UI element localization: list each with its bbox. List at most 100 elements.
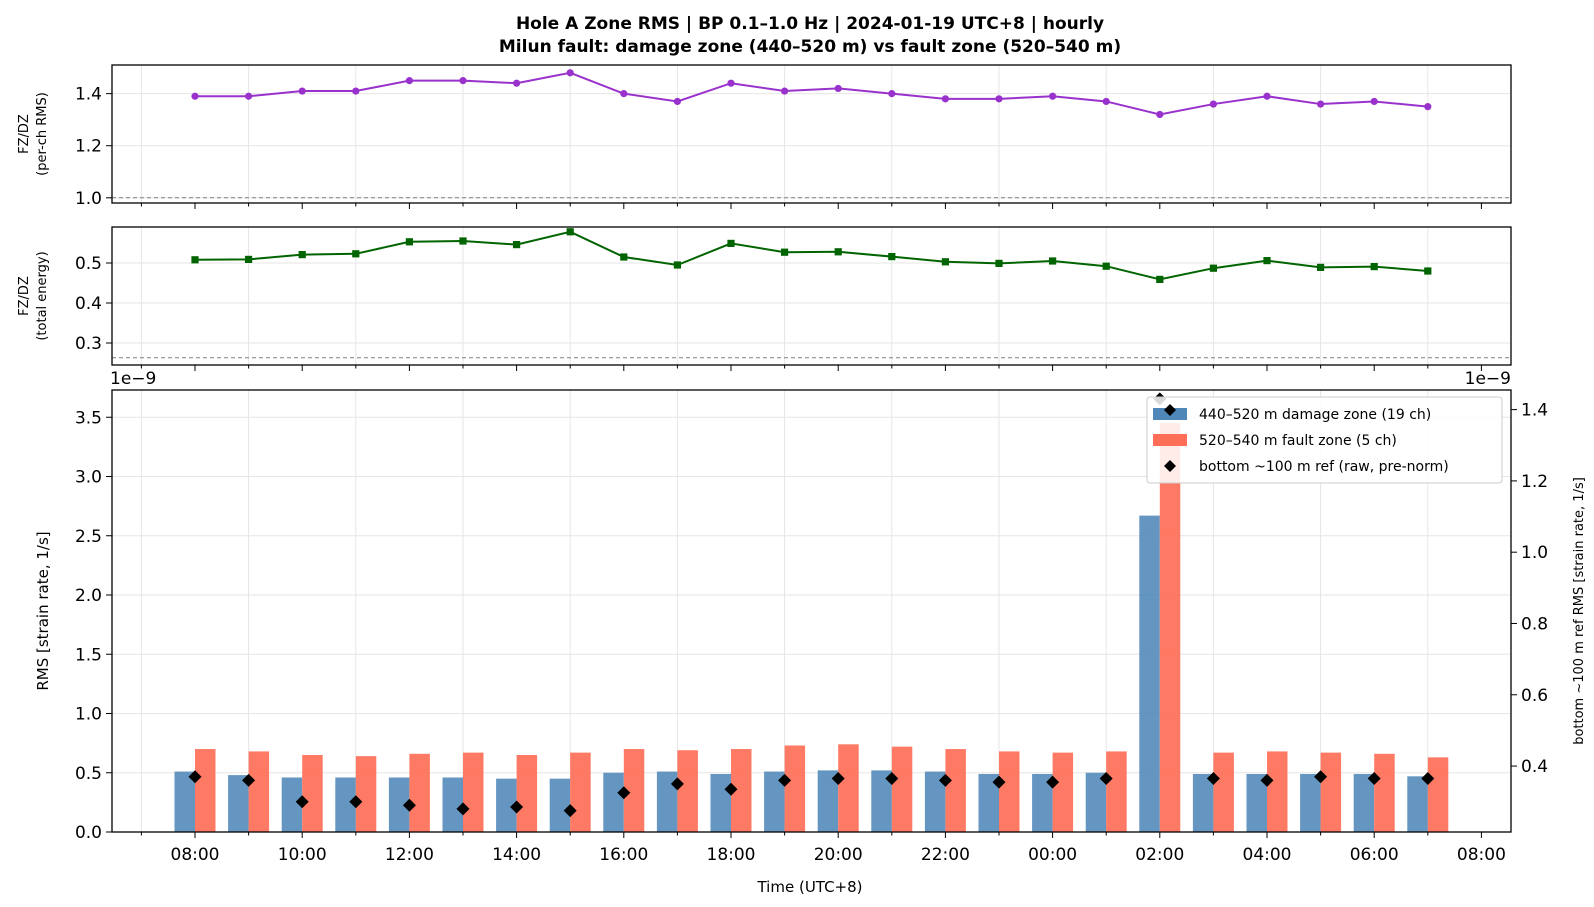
data-point	[941, 95, 950, 103]
y-scale-factor-left: 1e−9	[110, 369, 156, 389]
bar-fault-zone	[463, 752, 484, 832]
data-point	[834, 248, 842, 256]
ref-diamond-point	[1367, 772, 1381, 786]
bar-damage-zone	[1085, 772, 1107, 832]
bar-fault-zone	[1267, 751, 1288, 832]
legend-label-fault-zone: 520–540 m fault zone (5 ch)	[1199, 433, 1397, 449]
data-point	[673, 261, 681, 269]
y-tick-label: 1.0	[75, 189, 102, 209]
bar-fault-zone	[677, 750, 698, 832]
data-point	[1317, 100, 1325, 108]
ref-diamond-point	[402, 798, 416, 812]
data-point	[1049, 92, 1057, 100]
y-tick-label: 1.4	[75, 85, 102, 105]
bar-damage-zone	[1407, 776, 1428, 832]
ref-diamond-point	[349, 795, 363, 809]
bar-damage-zone	[1246, 773, 1267, 832]
ref-diamond-point	[778, 773, 792, 787]
series-line	[194, 230, 1428, 281]
zone-rms-panel: 08:00 10:00 12:00 14:00 16:00 18:00 20:00 22:00…	[34, 369, 1587, 865]
legend-label-ref: bottom ~100 m ref (raw, pre-norm)	[1199, 459, 1449, 475]
data-point	[459, 77, 467, 85]
y-tick-label: 0.4	[75, 294, 102, 314]
bar-damage-zone	[656, 771, 678, 832]
bar-fault-zone	[516, 754, 538, 832]
bar-damage-zone	[335, 777, 356, 832]
bar-fault-zone	[1159, 423, 1181, 832]
ref-diamond-point	[510, 800, 524, 814]
data-point	[1263, 257, 1271, 265]
data-point	[781, 248, 789, 256]
ref-diamond-point	[724, 782, 738, 796]
data-point	[405, 238, 413, 246]
bar-fault-zone	[891, 746, 913, 832]
data-point	[620, 253, 628, 261]
plot-frame	[111, 226, 1512, 366]
data-point	[888, 253, 896, 261]
data-point	[673, 97, 682, 106]
y-right-tick-label: 0.8	[1521, 614, 1548, 634]
y-tick-label: 0.0	[75, 823, 102, 843]
bar-fault-zone	[1052, 752, 1074, 832]
bar-damage-zone	[871, 770, 892, 832]
bar-damage-zone	[817, 770, 839, 832]
bar-fault-zone	[1213, 752, 1234, 832]
ref-diamond-point	[563, 804, 577, 818]
data-point	[620, 90, 628, 98]
bar-fault-zone	[784, 745, 806, 832]
bar-fault-zone	[945, 749, 966, 832]
y-tick-label: 3.0	[75, 468, 102, 488]
y-axis-label-line1: FZ/DZ	[17, 114, 32, 154]
y-axis-label-line1: FZ/DZ	[17, 276, 32, 316]
bar-fault-zone	[409, 753, 430, 832]
bar-fault-zone	[302, 754, 323, 832]
legend-box	[1146, 396, 1503, 484]
y-axis-label: RMS [strain rate, 1/s]	[34, 531, 52, 690]
x-tick-label: 16:00	[599, 845, 648, 865]
chart-title-line2: Milun fault: damage zone (440–520 m) vs …	[499, 37, 1121, 57]
legend: 440–520 m damage zone (19 ch) 520–540 m f…	[1146, 396, 1503, 484]
y-tick-label: 0.3	[75, 334, 102, 354]
y-axis-label-line2: (total energy)	[35, 251, 50, 340]
y-scale-factor-right: 1e−9	[1465, 369, 1511, 389]
bar-damage-zone	[978, 773, 999, 832]
data-point	[513, 241, 521, 249]
bar-damage-zone	[496, 778, 517, 832]
ref-diamond-point	[831, 772, 845, 786]
legend-label-damage-zone: 440–520 m damage zone (19 ch)	[1199, 407, 1431, 423]
bar-fault-zone	[999, 751, 1020, 832]
x-tick-label: 04:00	[1243, 845, 1292, 865]
y-tick-label: 1.2	[75, 137, 102, 157]
bar-damage-zone	[603, 772, 624, 832]
ref-diamond-point	[1421, 772, 1435, 786]
ref-diamond-point	[992, 775, 1006, 789]
ref-diamond-point	[670, 777, 684, 791]
data-point	[298, 87, 306, 95]
data-point	[1317, 263, 1325, 271]
y-tick-label: 0.5	[75, 254, 102, 274]
data-point	[781, 87, 789, 95]
data-point	[727, 79, 735, 87]
x-tick-label: 20:00	[814, 845, 863, 865]
plot-frame	[111, 64, 1512, 204]
bar-fault-zone	[195, 749, 216, 832]
ref-diamond-point	[1206, 772, 1220, 786]
data-point	[1102, 262, 1110, 270]
data-point	[566, 69, 574, 77]
ref-diamond-point	[1260, 773, 1274, 787]
data-point	[245, 255, 253, 263]
data-point	[727, 239, 735, 247]
y-tick-label: 1.0	[75, 705, 102, 725]
x-tick-label: 12:00	[385, 845, 434, 865]
data-point	[1424, 103, 1432, 111]
bar-fault-zone	[623, 749, 645, 832]
y-tick-label: 2.5	[75, 527, 102, 547]
bar-damage-zone	[1300, 773, 1321, 832]
bar-damage-zone	[549, 778, 571, 832]
data-point	[1209, 264, 1217, 272]
y-right-tick-label: 1.0	[1521, 543, 1548, 563]
fzdz-energy-panel: 0.3 0.4 0.5 FZ/DZ (total energy)	[17, 226, 1512, 371]
data-point	[834, 84, 842, 93]
data-point	[941, 258, 949, 266]
